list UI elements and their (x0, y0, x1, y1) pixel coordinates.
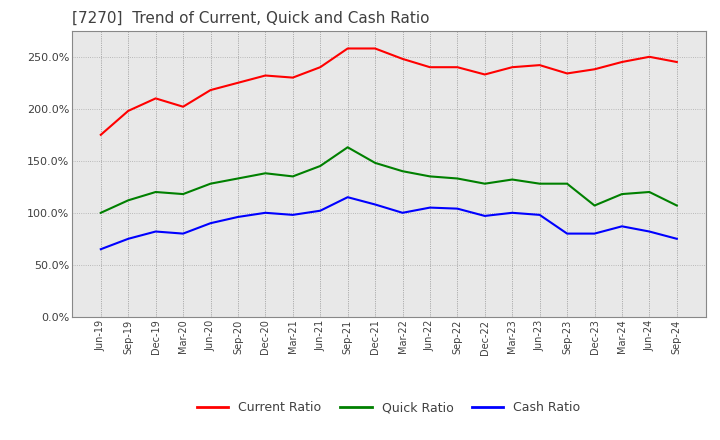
Legend: Current Ratio, Quick Ratio, Cash Ratio: Current Ratio, Quick Ratio, Cash Ratio (192, 396, 585, 419)
Text: [7270]  Trend of Current, Quick and Cash Ratio: [7270] Trend of Current, Quick and Cash … (72, 11, 430, 26)
